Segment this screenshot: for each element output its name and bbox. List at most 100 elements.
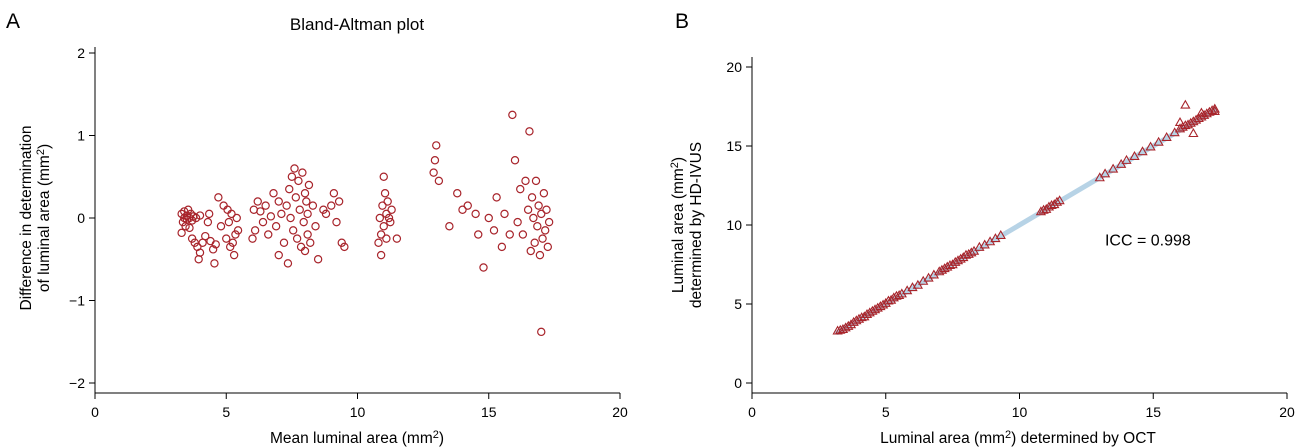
panel-b-y-label-line1: Luminal area (mm2): [669, 157, 687, 293]
panel-a-data-point: [510, 156, 520, 165]
panel-a-data-point: [492, 193, 501, 202]
panel-a-data-point: [489, 226, 499, 235]
panel-a-data-point: [271, 222, 281, 231]
panel-a-data-point: [434, 176, 444, 186]
panel-b-x-tick-label: 20: [1279, 404, 1295, 420]
panel-b-data-point: [1180, 99, 1191, 109]
panel-a-data-point: [279, 238, 289, 247]
panel-a-data-point: [228, 238, 238, 247]
panel-b-data-point: [966, 247, 977, 257]
panel-a: A Bland-Altman plot Mean luminal area (m…: [6, 10, 620, 447]
panel-a-data-point: [216, 222, 226, 231]
panel-a-data-point: [376, 250, 386, 260]
panel-b-y-tick-label: 10: [726, 217, 742, 233]
panel-a-data-point: [537, 327, 546, 337]
panel-a-data-point: [222, 234, 231, 243]
panel-a-data-point: [299, 217, 308, 227]
panel-a-data-point: [526, 246, 535, 256]
panel-a-data-point: [533, 222, 542, 231]
panel-a-data-point: [308, 201, 318, 210]
panel-a-data-point: [529, 213, 538, 223]
panel-a-data-point: [288, 226, 298, 235]
panel-a-data-point: [296, 242, 306, 252]
panel-b-data-point: [1206, 105, 1218, 115]
panel-a-y-tick-label: 2: [77, 45, 85, 61]
panel-a-data-point: [183, 205, 193, 214]
panel-a-data-point: [313, 255, 323, 264]
panel-a-data-point: [282, 201, 291, 210]
panel-a-data-point: [195, 211, 205, 220]
panel-a-data-point: [386, 217, 395, 227]
panel-a-data-point: [177, 209, 186, 219]
panel-a-data-point: [298, 168, 307, 177]
panel-a-data-point: [300, 246, 310, 256]
panel-a-data-point: [523, 205, 533, 214]
panel-a-data-point: [292, 234, 302, 243]
panel-a-data-point: [453, 189, 462, 198]
panel-a-data-point: [540, 226, 550, 235]
panel-a-data-point: [380, 189, 390, 198]
panel-a-data-point: [544, 217, 554, 227]
panel-a-x-tick-label: 0: [91, 404, 99, 420]
panel-a-data-point: [340, 242, 349, 252]
panel-a-y-label-line1: Difference in determination: [18, 126, 35, 311]
panel-a-data-point: [484, 213, 493, 223]
panel-a-data-point: [204, 209, 214, 219]
panel-b-y-tick-label: 0: [734, 375, 742, 391]
panel-a-data-point: [277, 209, 286, 219]
panel-a-data-point: [187, 234, 197, 243]
panel-a-data-point: [256, 207, 265, 216]
panel-a-y-tick-label: 1: [77, 128, 85, 144]
panel-a-data-point: [210, 259, 219, 268]
panel-a-data-point: [378, 201, 387, 210]
panel-a-x-label: Mean luminal area (mm2): [270, 429, 444, 447]
panel-b-annotation: ICC = 0.998: [1105, 233, 1191, 250]
panel-b-data-point: [995, 229, 1006, 239]
panel-b-data-point: [1107, 163, 1119, 173]
panel-a-data-point: [379, 172, 388, 181]
panel-a-data-point: [185, 223, 194, 233]
panel-a-data-point: [304, 180, 314, 190]
panel-a-data-point: [231, 230, 240, 239]
panel-a-data-point: [392, 234, 402, 243]
panel-a-data-point: [227, 209, 236, 219]
panel-a-y-tick-label: −1: [69, 293, 85, 309]
panel-a-data-point: [302, 197, 311, 206]
panel-a-data-point: [274, 197, 283, 206]
panel-a-data-point: [306, 238, 315, 247]
panel-a-x-tick-label: 15: [481, 404, 497, 420]
panel-a-title: Bland-Altman plot: [290, 15, 424, 34]
panel-a-data-point: [253, 197, 262, 206]
panel-a-data-point: [374, 238, 383, 247]
panel-a-data-point: [531, 176, 541, 186]
panel-a-x-tick-label: 20: [612, 404, 628, 420]
panel-a-data-point: [258, 217, 268, 227]
panel-a-data-point: [287, 172, 297, 181]
panel-a-data-point: [500, 209, 509, 219]
panel-a-data-point: [208, 245, 218, 254]
panel-a-data-point: [177, 228, 186, 238]
panel-a-data-point: [195, 248, 205, 257]
panel-b-data-point: [1153, 136, 1164, 146]
panel-b-data-point: [1161, 132, 1172, 142]
panel-a-data-point: [274, 250, 283, 260]
panel-a-data-point: [294, 176, 303, 186]
panel-a-data-point: [479, 263, 488, 272]
panel-a-data-point: [508, 110, 517, 120]
panel-a-data-point: [286, 213, 295, 223]
panel-a-data-point: [303, 209, 312, 219]
panel-a-data-point: [375, 213, 385, 223]
panel-a-data-point: [471, 209, 480, 219]
panel-a-letter: A: [6, 10, 20, 33]
panel-a-data-point: [543, 242, 553, 252]
panel-a-data-point: [542, 205, 551, 214]
panel-a-data-point: [534, 201, 543, 210]
panel-a-data-point: [527, 193, 537, 202]
panel-b-y-tick-label: 20: [726, 59, 742, 75]
panel-a-data-point: [445, 222, 454, 231]
panel-a-x-tick-label: 5: [222, 404, 230, 420]
panel-b-x-tick-label: 5: [882, 404, 890, 420]
panel-b-y-tick-label: 15: [726, 138, 742, 154]
panel-b-fit-line: [835, 107, 1218, 335]
